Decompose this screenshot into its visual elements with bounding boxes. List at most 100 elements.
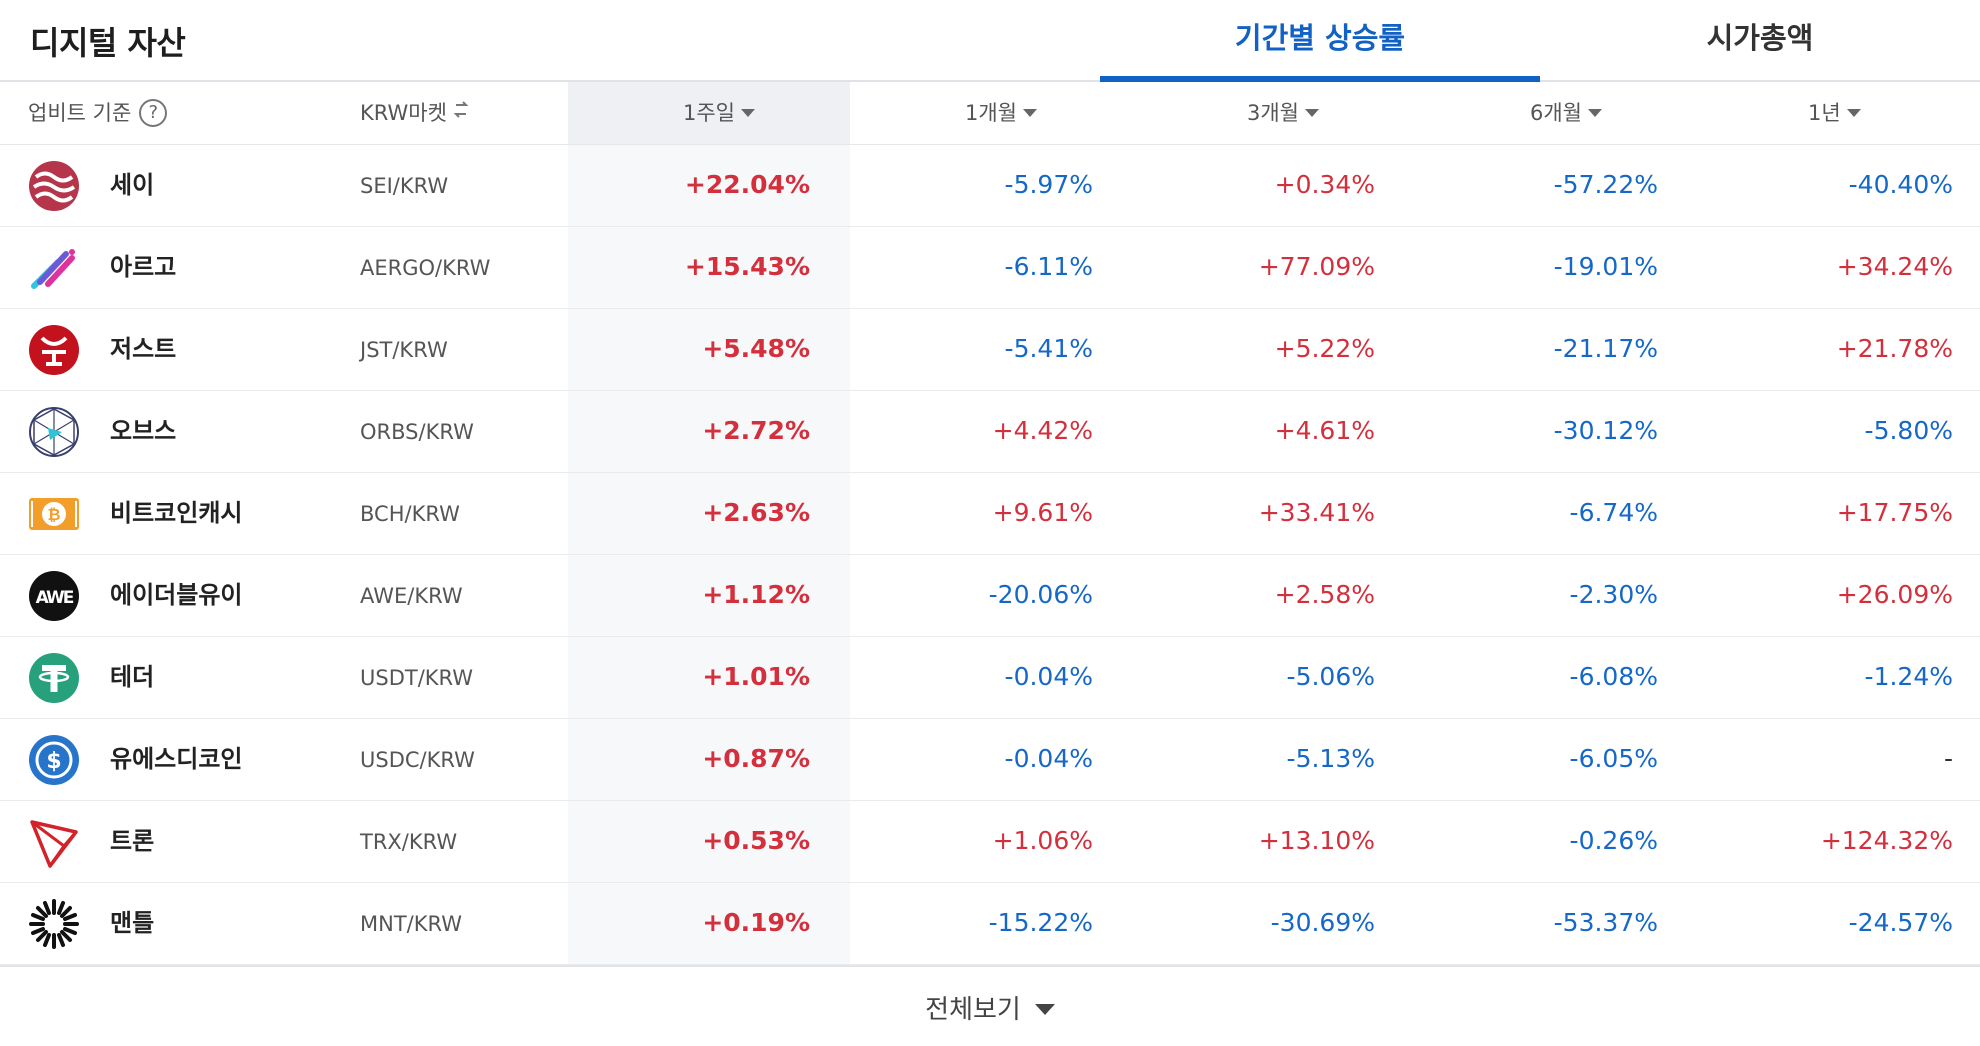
change-1m: -0.04%: [1004, 744, 1093, 773]
table-row[interactable]: 오브스 ORBS/KRW +2.72% +4.42% +4.61% -30.12…: [0, 391, 1980, 473]
change-6m: -30.12%: [1553, 416, 1658, 445]
sei-icon: [29, 161, 79, 211]
change-1w: +1.12%: [702, 580, 810, 609]
change-1w: +1.01%: [702, 662, 810, 691]
chevron-down-icon: [741, 108, 756, 117]
change-6m: -6.08%: [1569, 662, 1658, 691]
basis-header: 업비트 기준?: [28, 82, 168, 144]
sort-week-header[interactable]: 1주일: [683, 82, 756, 144]
table-row[interactable]: 세이 SEI/KRW +22.04% -5.97% +0.34% -57.22%…: [0, 145, 1980, 227]
sort-month6-header[interactable]: 6개월: [1530, 82, 1603, 144]
swap-icon[interactable]: [453, 82, 469, 144]
change-1y: -5.80%: [1864, 416, 1953, 445]
sort-month1-header[interactable]: 1개월: [965, 82, 1038, 144]
tron-icon: [30, 820, 78, 868]
asset-name[interactable]: 세이: [110, 171, 155, 199]
change-1m: -0.04%: [1004, 662, 1093, 691]
change-1y: +124.32%: [1820, 826, 1953, 855]
change-1y: -24.57%: [1848, 908, 1953, 937]
change-1w: +0.19%: [702, 908, 810, 937]
asset-market: USDC/KRW: [360, 748, 475, 772]
change-1m: +9.61%: [992, 498, 1093, 527]
asset-name[interactable]: 아르고: [110, 253, 177, 281]
table-row[interactable]: 트론 TRX/KRW +0.53% +1.06% +13.10% -0.26% …: [0, 801, 1980, 883]
change-1w: +0.53%: [702, 826, 810, 855]
change-3m: +33.41%: [1258, 498, 1375, 527]
change-1y: +21.78%: [1836, 334, 1953, 363]
change-3m: +2.58%: [1274, 580, 1375, 609]
table-row[interactable]: $ 유에스디코인 USDC/KRW +0.87% -0.04% -5.13% -…: [0, 719, 1980, 801]
change-3m: -30.69%: [1270, 908, 1375, 937]
asset-market: SEI/KRW: [360, 174, 449, 198]
week-column-highlight: [568, 82, 850, 964]
asset-name[interactable]: 비트코인캐시: [110, 499, 243, 527]
change-1w: +2.72%: [702, 416, 810, 445]
sort-month3-header[interactable]: 3개월: [1247, 82, 1320, 144]
change-3m: +4.61%: [1274, 416, 1375, 445]
change-1m: -5.41%: [1004, 334, 1093, 363]
table-row[interactable]: 테더 USDT/KRW +1.01% -0.04% -5.06% -6.08% …: [0, 637, 1980, 719]
orbs-icon: [29, 407, 79, 457]
change-3m: +13.10%: [1258, 826, 1375, 855]
change-6m: -57.22%: [1553, 170, 1658, 199]
asset-name[interactable]: 저스트: [110, 335, 177, 363]
change-6m: -6.05%: [1569, 744, 1658, 773]
bitcoin-cash-icon: ₿: [29, 498, 79, 530]
footer: 전체보기: [0, 965, 1980, 1046]
change-1w: +22.04%: [684, 170, 810, 199]
tether-icon: [29, 653, 79, 703]
just-icon: [29, 325, 79, 375]
view-all-label: 전체보기: [925, 995, 1021, 1025]
market-label: KRW마켓: [360, 101, 447, 125]
week-header-highlight: [568, 82, 850, 144]
change-1m: -20.06%: [988, 580, 1093, 609]
page-title: 디지털 자산: [30, 24, 186, 62]
asset-name[interactable]: 테더: [110, 663, 155, 691]
asset-market: JST/KRW: [360, 338, 448, 362]
help-icon[interactable]: ?: [139, 98, 168, 127]
year1-label: 1년: [1808, 101, 1841, 125]
view-all-button[interactable]: 전체보기: [925, 989, 1055, 1026]
change-1y: +17.75%: [1836, 498, 1953, 527]
table-row[interactable]: 아르고 AERGO/KRW +15.43% -6.11% +77.09% -19…: [0, 227, 1980, 309]
asset-market: ORBS/KRW: [360, 420, 474, 444]
tab-period-return[interactable]: 기간별 상승률: [1100, 0, 1540, 82]
change-6m: -0.26%: [1569, 826, 1658, 855]
market-header[interactable]: KRW마켓: [360, 82, 469, 144]
sort-year1-header[interactable]: 1년: [1808, 82, 1861, 144]
week-label: 1주일: [683, 101, 736, 125]
change-1y: +34.24%: [1836, 252, 1953, 281]
asset-name[interactable]: 유에스디코인: [110, 745, 243, 773]
month6-label: 6개월: [1530, 101, 1583, 125]
change-3m: -5.13%: [1286, 744, 1375, 773]
aergo-icon: [31, 249, 75, 289]
awe-icon: AWE: [29, 571, 79, 621]
change-3m: +77.09%: [1258, 252, 1375, 281]
chevron-down-icon: [1023, 108, 1038, 117]
table-row[interactable]: ₿ 비트코인캐시 BCH/KRW +2.63% +9.61% +33.41% -…: [0, 473, 1980, 555]
table-row[interactable]: 저스트 JST/KRW +5.48% -5.41% +5.22% -21.17%…: [0, 309, 1980, 391]
asset-table: 세이 SEI/KRW +22.04% -5.97% +0.34% -57.22%…: [0, 145, 1980, 965]
table-row[interactable]: AWE 에이더블유이 AWE/KRW +1.12% -20.06% +2.58%…: [0, 555, 1980, 637]
change-1w: +0.87%: [702, 744, 810, 773]
asset-name[interactable]: 맨틀: [110, 909, 155, 937]
change-6m: -2.30%: [1569, 580, 1658, 609]
svg-text:$: $: [46, 749, 61, 774]
asset-market: AWE/KRW: [360, 584, 463, 608]
asset-name[interactable]: 오브스: [110, 417, 177, 445]
asset-name[interactable]: 에이더블유이: [110, 581, 243, 609]
asset-market: MNT/KRW: [360, 912, 463, 936]
table-row[interactable]: 맨틀 MNT/KRW +0.19% -15.22% -30.69% -53.37…: [0, 883, 1980, 965]
column-header-row: 업비트 기준? KRW마켓 1주일 1개월 3개월 6개월 1년: [0, 82, 1980, 145]
change-3m: -5.06%: [1286, 662, 1375, 691]
change-1m: -5.97%: [1004, 170, 1093, 199]
tab-market-cap[interactable]: 시가총액: [1706, 21, 1814, 55]
basis-label: 업비트 기준: [28, 101, 132, 125]
change-6m: -6.74%: [1569, 498, 1658, 527]
asset-market: AERGO/KRW: [360, 256, 491, 280]
asset-name[interactable]: 트론: [110, 827, 155, 855]
usdc-icon: $: [29, 735, 79, 785]
change-6m: -21.17%: [1553, 334, 1658, 363]
asset-market: BCH/KRW: [360, 502, 460, 526]
chevron-down-icon: [1588, 108, 1603, 117]
